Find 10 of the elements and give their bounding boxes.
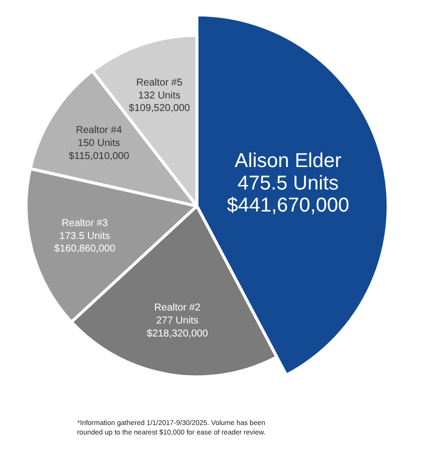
slice-label: Realtor #4: [76, 125, 122, 136]
slice-label: Realtor #2: [154, 302, 201, 314]
slice-label: Realtor #5: [136, 77, 183, 88]
data-label: 173.5 Units $160,860,000: [54, 230, 116, 255]
data-label: 475.5 Units $441,670,000: [226, 172, 350, 217]
data-label: 150 Units $115,010,000: [68, 138, 130, 162]
slice-label: Realtor #3: [62, 218, 108, 229]
slice-label: Alison Elder: [234, 150, 342, 172]
data-label: 277 Units $218,320,000: [146, 315, 208, 340]
data-label: 132 Units $109,520,000: [128, 90, 190, 114]
